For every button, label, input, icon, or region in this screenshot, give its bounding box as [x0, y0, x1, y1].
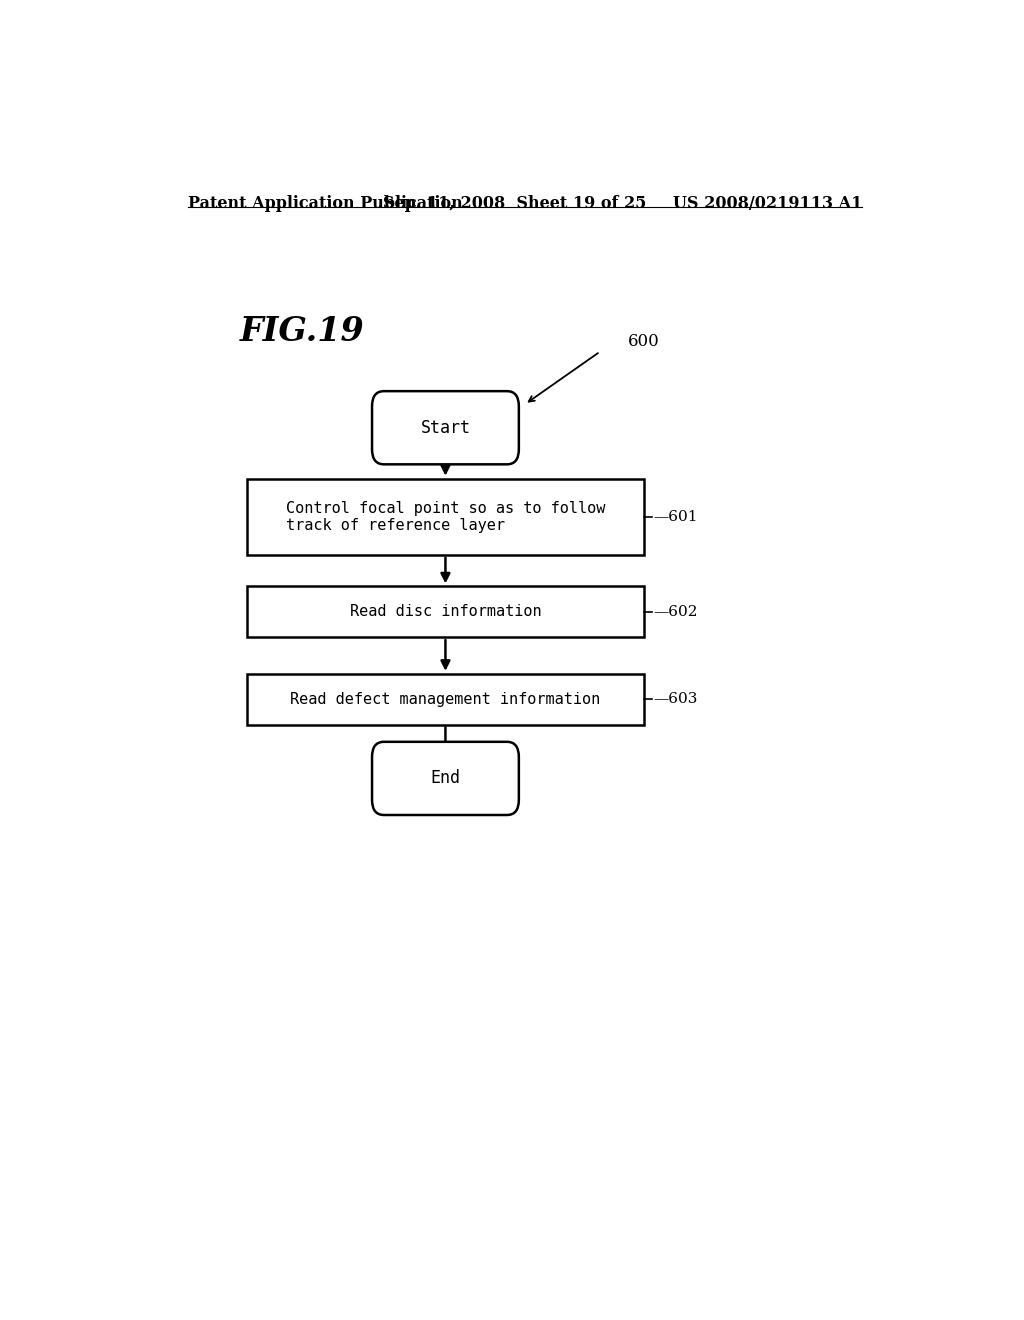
- Text: FIG.19: FIG.19: [241, 314, 365, 347]
- Text: —603: —603: [653, 692, 697, 706]
- Text: Start: Start: [421, 418, 470, 437]
- Bar: [247, 673, 644, 725]
- Text: US 2008/0219113 A1: US 2008/0219113 A1: [673, 195, 862, 213]
- Text: —601: —601: [653, 511, 698, 524]
- Text: 600: 600: [628, 333, 659, 350]
- Bar: [247, 479, 644, 556]
- Text: —602: —602: [653, 605, 698, 619]
- Bar: [247, 586, 644, 638]
- Text: Control focal point so as to follow
track of reference layer: Control focal point so as to follow trac…: [286, 502, 605, 533]
- Text: Patent Application Publication: Patent Application Publication: [187, 195, 462, 213]
- Text: Read disc information: Read disc information: [349, 605, 542, 619]
- Text: Sep. 11, 2008  Sheet 19 of 25: Sep. 11, 2008 Sheet 19 of 25: [383, 195, 646, 213]
- Text: Read defect management information: Read defect management information: [291, 692, 600, 706]
- Text: End: End: [430, 770, 461, 788]
- FancyBboxPatch shape: [372, 742, 519, 814]
- FancyBboxPatch shape: [372, 391, 519, 465]
